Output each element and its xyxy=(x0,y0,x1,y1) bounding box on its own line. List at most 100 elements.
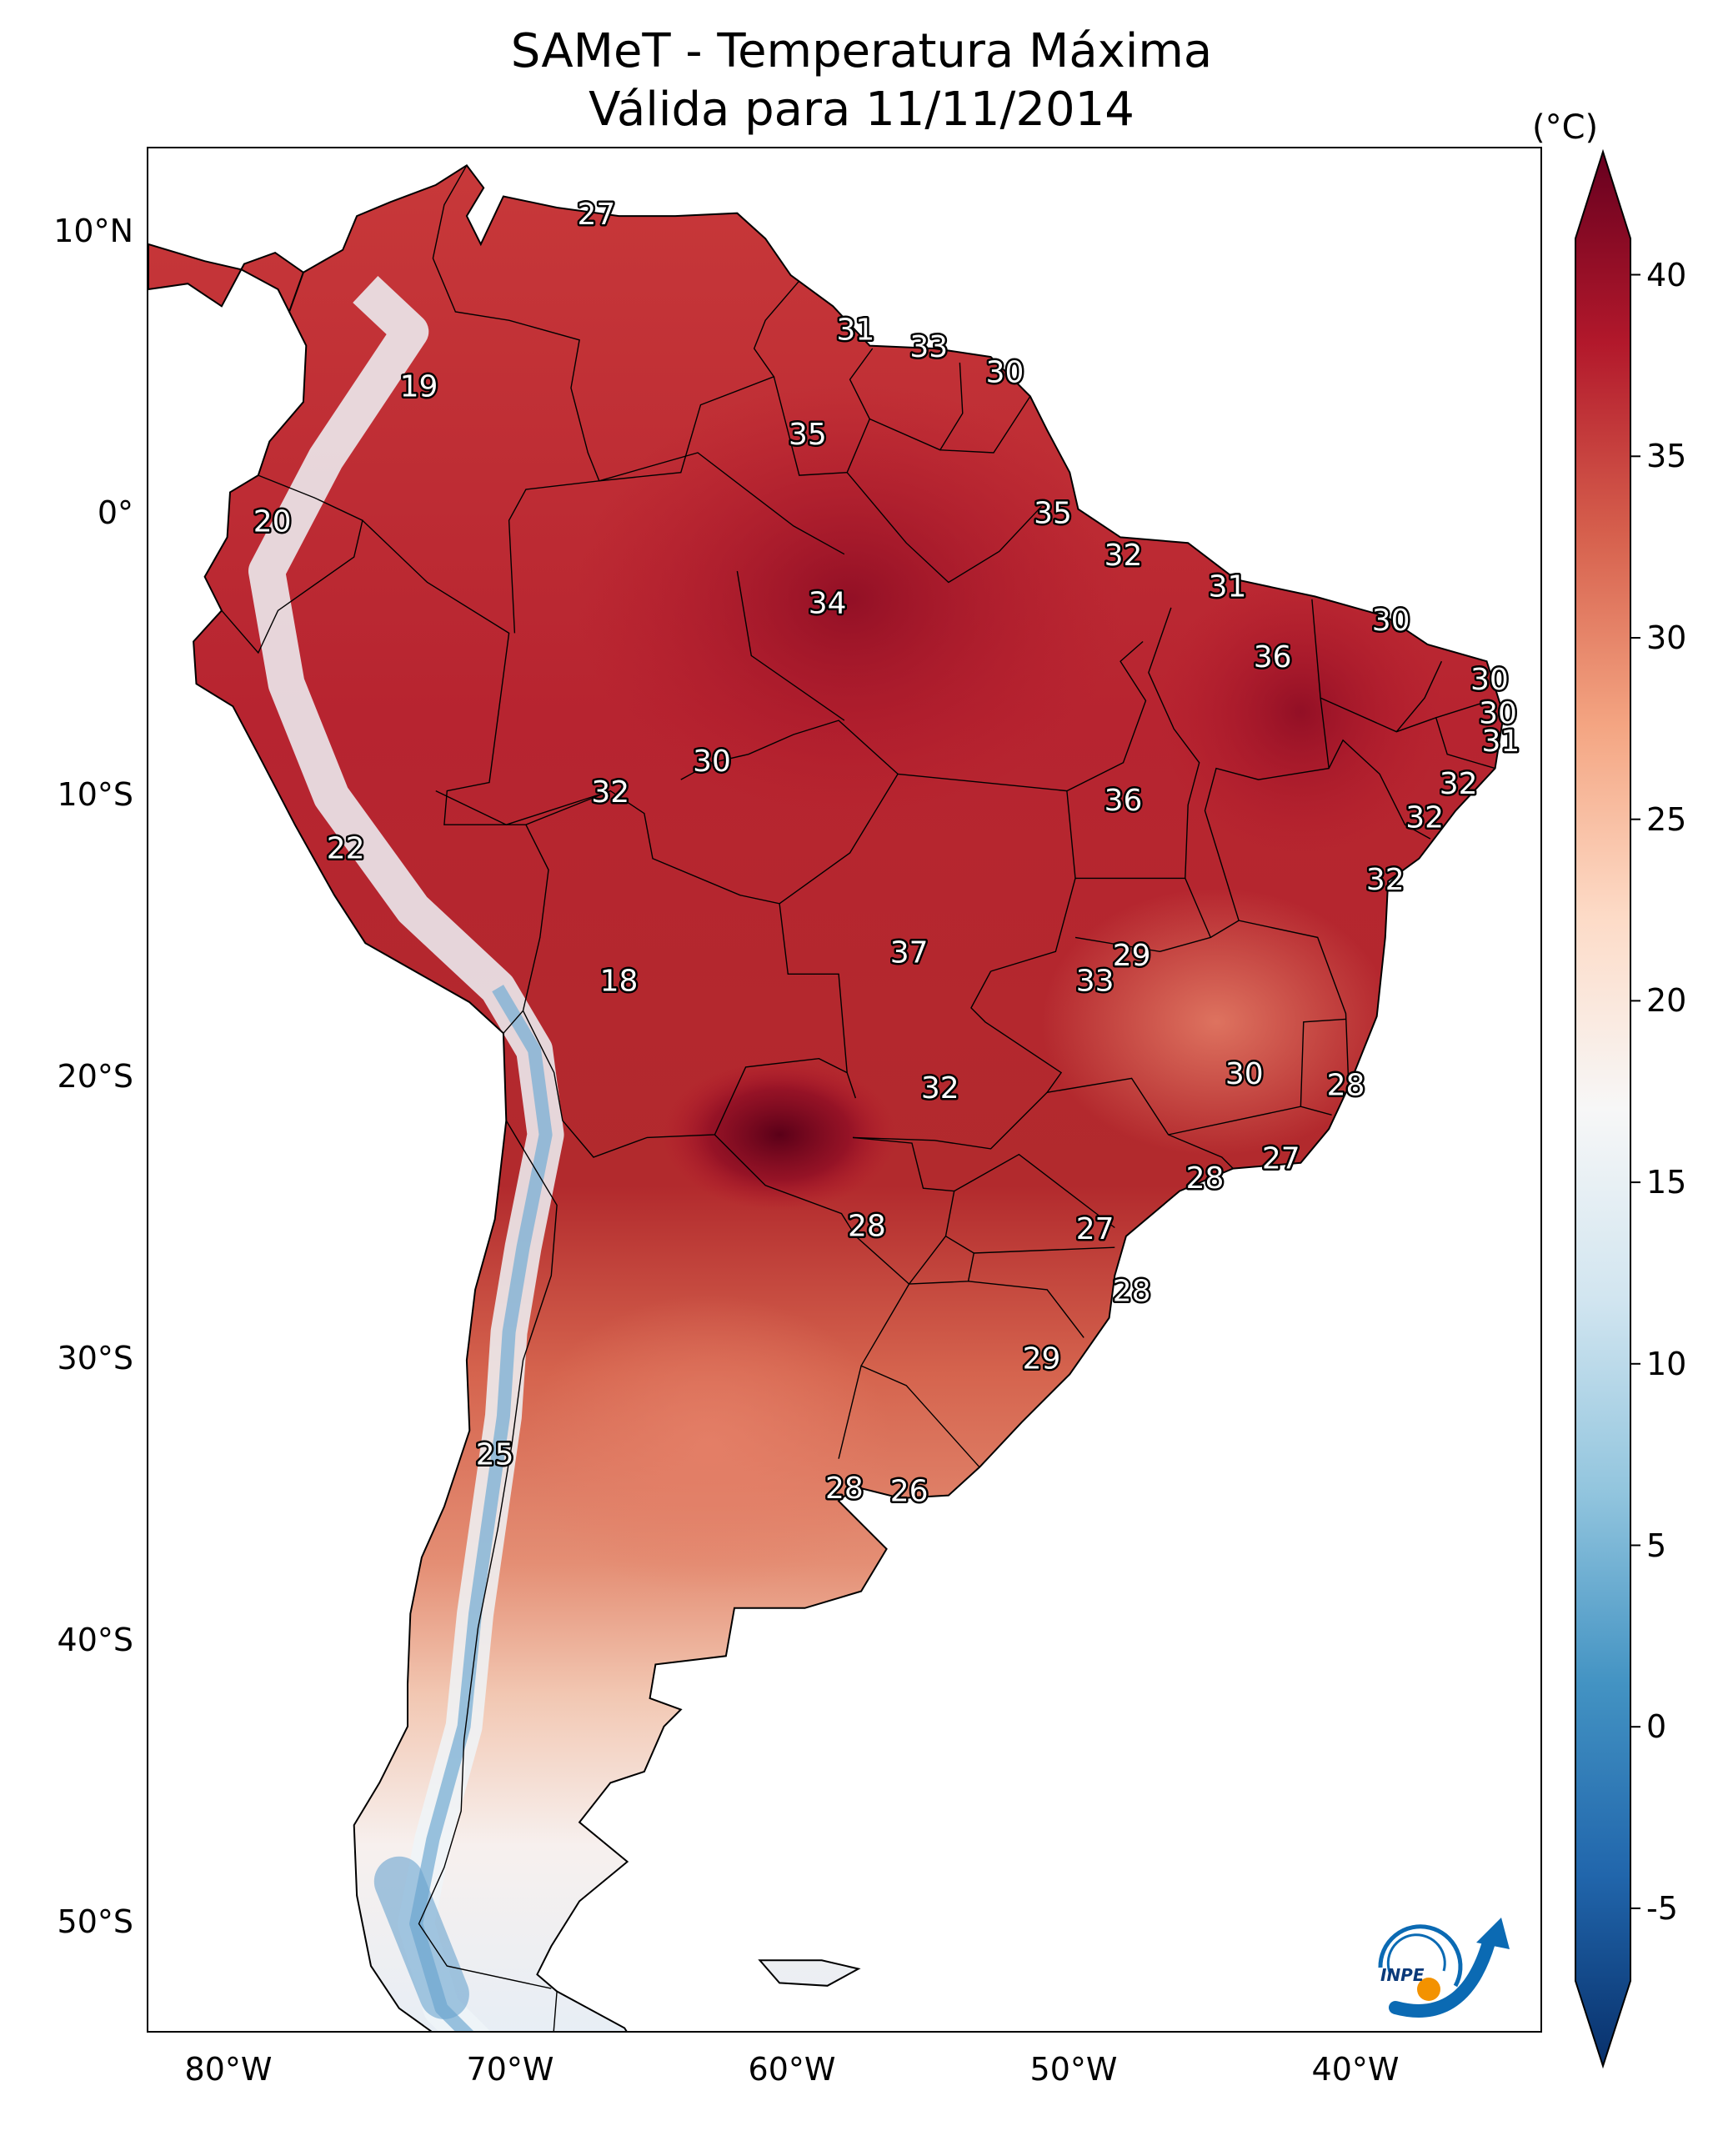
station-temperature-label: 36 xyxy=(1104,784,1143,818)
station-temperature-label: 30 xyxy=(1479,696,1517,730)
station-temperature-label: 32 xyxy=(921,1071,959,1106)
station-temperature-label: 32 xyxy=(1405,800,1444,835)
station-temperature-label: 25 xyxy=(476,1437,514,1472)
station-temperature-label: 33 xyxy=(1076,965,1114,999)
map-panel[interactable]: 27 31 33 30 19 35 35 20 32 31 34 30 36 30 30 31 30 32 32 36… xyxy=(147,147,1542,2033)
border-line xyxy=(736,570,845,721)
latitude-label: 10°S xyxy=(57,776,133,814)
longitude-label: 70°W xyxy=(466,2051,554,2088)
station-temperature-label: 26 xyxy=(890,1474,929,1508)
border-line xyxy=(522,1010,848,1158)
border-line xyxy=(939,396,1031,454)
station-temperature-label: 32 xyxy=(591,775,629,810)
colorbar xyxy=(1575,148,1640,2069)
colorbar-tick-label: 25 xyxy=(1646,800,1687,838)
station-temperature-label: 37 xyxy=(890,936,929,970)
country-state-borders xyxy=(221,164,1495,2031)
border-line xyxy=(221,474,363,654)
station-temperature-label: 31 xyxy=(836,313,874,348)
svg-text:INPE: INPE xyxy=(1380,1965,1425,1985)
colorbar-tick-label: 0 xyxy=(1646,1708,1667,1746)
border-line xyxy=(869,362,964,451)
border-line xyxy=(1210,920,1350,1087)
border-line xyxy=(1395,660,1443,733)
station-temperature-label: 35 xyxy=(789,418,827,452)
latitude-label: 0° xyxy=(97,494,133,532)
border-line xyxy=(898,640,1147,792)
colorbar-tick-label: 35 xyxy=(1646,438,1687,475)
border-line xyxy=(435,790,603,825)
station-temperature-label: 28 xyxy=(1113,1274,1151,1308)
station-temperature-label: 27 xyxy=(1262,1141,1300,1176)
station-temperature-label: 34 xyxy=(809,587,847,621)
border-line xyxy=(1435,699,1490,719)
station-temperature-label: 31 xyxy=(1209,569,1247,604)
station-temperature-label: 27 xyxy=(577,198,615,232)
longitude-label: 80°W xyxy=(184,2051,273,2088)
border-line xyxy=(418,1120,558,1989)
colorbar-unit: (°C) xyxy=(1532,108,1599,147)
border-line xyxy=(773,348,874,476)
longitude-label: 60°W xyxy=(748,2051,836,2088)
station-temperature-label: 19 xyxy=(400,369,438,404)
station-temperature-label: 28 xyxy=(1327,1069,1365,1103)
station-temperature-label: 30 xyxy=(1470,663,1509,697)
station-temperature-label: 27 xyxy=(1076,1212,1114,1246)
chart-title: SAMeT - Temperatura Máxima xyxy=(510,24,1213,78)
latitude-label: 30°S xyxy=(57,1340,133,1377)
station-temperature-label: 18 xyxy=(600,965,639,999)
station-temperature-label: 33 xyxy=(909,330,948,364)
latitude-label: 50°S xyxy=(57,1903,133,1941)
colorbar-tick-label: 40 xyxy=(1646,256,1687,293)
latitude-label: 10°N xyxy=(53,213,133,250)
border-line xyxy=(599,452,845,555)
station-temperature-label: 30 xyxy=(693,745,731,779)
border-line xyxy=(362,519,549,1034)
station-temperature-label: 28 xyxy=(825,1472,864,1506)
border-line xyxy=(852,970,1063,1150)
border-line xyxy=(714,1134,955,1286)
border-line xyxy=(680,720,899,905)
border-line xyxy=(1300,1018,1346,1107)
colorbar-tick-label: 20 xyxy=(1646,982,1687,1020)
border-line xyxy=(432,164,600,634)
station-temperature-label: 32 xyxy=(1104,539,1143,573)
chart-subtitle: Válida para 11/11/2014 xyxy=(589,83,1134,137)
colorbar-tick-label: -5 xyxy=(1646,1889,1678,1927)
border-line xyxy=(974,1246,1115,1254)
inpe-logo-icon: INPE xyxy=(1378,1918,1510,2018)
border-line xyxy=(838,1365,980,1468)
station-temperature-label: 28 xyxy=(1186,1161,1225,1196)
station-temperature-label: 28 xyxy=(848,1210,886,1244)
colorbar-tick-label: 30 xyxy=(1646,619,1687,656)
station-temperature-label: 36 xyxy=(1254,640,1292,674)
border-line xyxy=(553,1991,558,2031)
station-temperature-label: 35 xyxy=(1034,496,1072,530)
colorbar-tick-label: 15 xyxy=(1646,1164,1687,1201)
colorbar-scale xyxy=(1575,148,1631,2069)
colorbar-tick-label: 5 xyxy=(1646,1527,1667,1564)
station-temperature-label: 32 xyxy=(1440,767,1478,801)
station-temperature-label: 30 xyxy=(1372,604,1410,638)
station-temperature-label: 22 xyxy=(327,832,365,866)
border-line xyxy=(525,790,857,1099)
latitude-label: 20°S xyxy=(57,1058,133,1096)
border-line xyxy=(968,1281,1084,1338)
border-line xyxy=(990,790,1076,972)
station-temperature-label: 30 xyxy=(1225,1057,1264,1091)
station-temperature-label: 20 xyxy=(253,505,292,539)
station-temperature-label: 30 xyxy=(986,355,1024,389)
latitude-label: 40°S xyxy=(57,1622,133,1659)
border-line xyxy=(1074,878,1212,953)
border-line xyxy=(846,472,1043,584)
station-temperature-label: 29 xyxy=(1023,1341,1061,1376)
station-temperature-label: 29 xyxy=(1113,939,1151,973)
coastline xyxy=(148,163,1505,2031)
station-temperature-label: 31 xyxy=(1481,725,1520,759)
border-line xyxy=(954,1153,1115,1229)
longitude-label: 50°W xyxy=(1029,2051,1118,2088)
longitude-label: 40°W xyxy=(1311,2051,1400,2088)
colorbar-tick-label: 10 xyxy=(1646,1345,1687,1382)
